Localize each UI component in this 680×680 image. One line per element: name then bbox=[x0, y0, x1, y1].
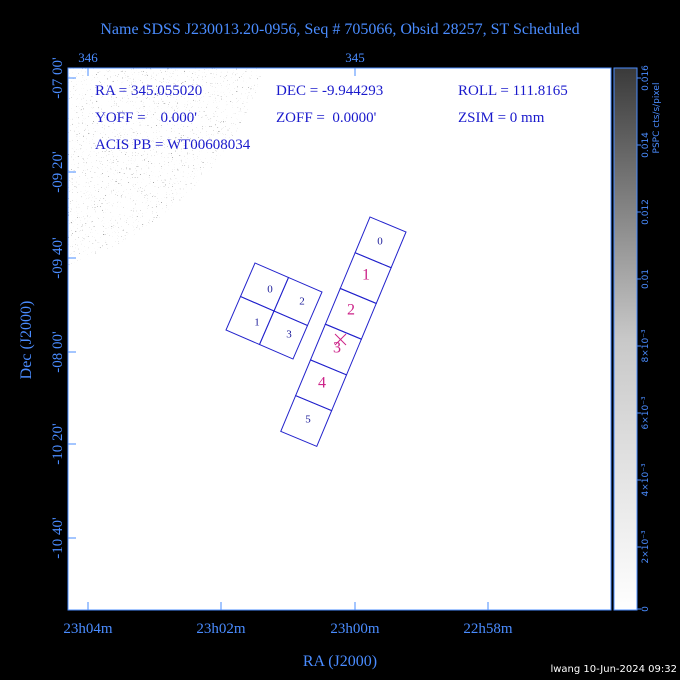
left-tick-label: -09 20' bbox=[50, 151, 66, 193]
chip-label: 0 bbox=[377, 236, 383, 248]
colorbar-tick-label: 4×10⁻³ bbox=[641, 463, 651, 496]
footer: lwang 10-Jun-2024 09:32 bbox=[550, 664, 677, 675]
chip-label: 1 bbox=[362, 267, 370, 284]
colorbar-ticks bbox=[637, 77, 641, 610]
left-tick-label: -07 00' bbox=[50, 57, 66, 99]
title: Name SDSS J230013.20-0956, Seq # 705066,… bbox=[100, 21, 579, 38]
colorbar-tick-label: 0.012 bbox=[641, 199, 651, 225]
colorbar-tick-label: 6×10⁻³ bbox=[641, 396, 651, 429]
chip-label: 1 bbox=[254, 317, 260, 329]
chip-label: 2 bbox=[347, 302, 355, 319]
acis-i-array bbox=[225, 262, 323, 360]
info-text: ZOFF = 0.0000' bbox=[276, 110, 377, 126]
acis-s-array bbox=[280, 216, 407, 448]
colorbar-tick-label: 2×10⁻³ bbox=[641, 530, 651, 563]
bottom-tick-label: 22h58m bbox=[463, 621, 513, 637]
chip-label: 5 bbox=[305, 414, 311, 426]
bottom-tick-label: 23h02m bbox=[196, 621, 246, 637]
left-tick-label: -09 40' bbox=[50, 237, 66, 279]
left-tick-label: -10 40' bbox=[50, 517, 66, 559]
info-text: RA = 345.055020 bbox=[95, 83, 202, 99]
axis-ticks bbox=[68, 68, 489, 610]
top-tick-label: 345 bbox=[345, 50, 365, 65]
colorbar-label: PSPC cts/s/pixel bbox=[652, 83, 662, 154]
aimpoint-marker bbox=[334, 333, 347, 346]
info-text: ACIS PB = WT00608034 bbox=[95, 137, 251, 153]
colorbar bbox=[613, 67, 638, 611]
chip-label: 3 bbox=[286, 329, 292, 341]
info-text: YOFF = 0.000' bbox=[95, 110, 197, 126]
chip-label: 3 bbox=[333, 340, 341, 357]
colorbar-tick-label: 8×10⁻³ bbox=[641, 329, 651, 362]
top-tick-label: 346 bbox=[78, 50, 98, 65]
info-text: DEC = -9.944293 bbox=[276, 83, 383, 99]
colorbar-tick-label: 0.014 bbox=[641, 132, 651, 158]
left-tick-label: -08 00' bbox=[50, 331, 66, 373]
bottom-tick-label: 23h00m bbox=[330, 621, 380, 637]
info-text: ROLL = 111.8165 bbox=[458, 83, 568, 99]
chip-label: 0 bbox=[267, 284, 273, 296]
bottom-tick-label: 23h04m bbox=[63, 621, 113, 637]
colorbar-tick-label: 0 bbox=[641, 606, 651, 612]
info-text: ZSIM = 0 mm bbox=[458, 110, 545, 126]
x-axis-label: RA (J2000) bbox=[303, 653, 377, 670]
chip-label: 4 bbox=[318, 375, 326, 392]
y-axis-label: Dec (J2000) bbox=[18, 301, 35, 380]
colorbar-tick-label: 0.01 bbox=[641, 269, 651, 289]
left-tick-label: -10 20' bbox=[50, 423, 66, 465]
chip-label: 2 bbox=[299, 296, 305, 308]
colorbar-tick-label: 0.016 bbox=[641, 65, 651, 91]
